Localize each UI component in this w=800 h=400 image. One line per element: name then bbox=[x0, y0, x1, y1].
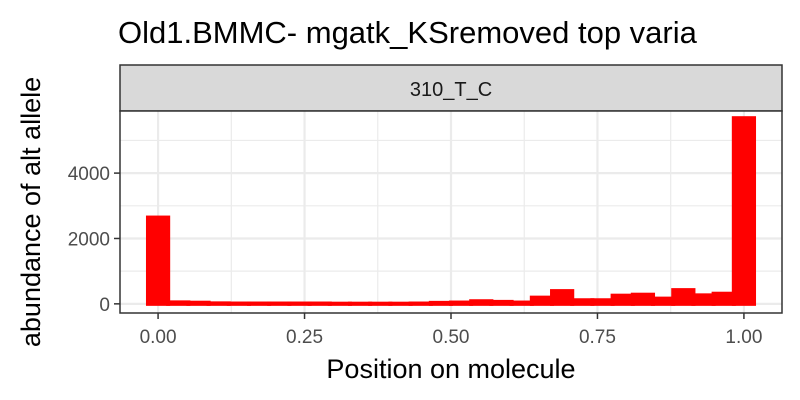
x-tick-label: 0.25 bbox=[286, 327, 323, 348]
histogram-bar bbox=[509, 300, 534, 306]
x-tick-label: 0.00 bbox=[140, 327, 177, 348]
histogram-bar bbox=[469, 299, 494, 306]
histogram-bar bbox=[691, 293, 716, 306]
x-tick-label: 0.75 bbox=[579, 327, 616, 348]
histogram-bar bbox=[166, 300, 191, 306]
y-tick-label: 0 bbox=[99, 295, 110, 316]
histogram-bar bbox=[570, 298, 595, 306]
histogram-bar bbox=[651, 296, 676, 306]
chart-title: Old1.BMMC- mgatk_KSremoved top varia bbox=[118, 15, 698, 50]
histogram-bars bbox=[145, 116, 757, 306]
y-axis: 0 2000 4000 bbox=[68, 164, 120, 316]
histogram-bar bbox=[550, 289, 575, 306]
histogram-bar bbox=[186, 300, 211, 306]
x-axis-label: Position on molecule bbox=[326, 354, 575, 384]
histogram-bar bbox=[711, 291, 736, 306]
x-axis: 0.00 0.25 0.50 0.75 1.00 bbox=[140, 313, 762, 348]
facet-label: 310_T_C bbox=[410, 79, 492, 101]
histogram-bar bbox=[489, 299, 514, 306]
histogram-bar bbox=[529, 295, 555, 306]
y-tick-label: 2000 bbox=[68, 229, 110, 250]
y-tick-label: 4000 bbox=[68, 164, 110, 185]
histogram-bar bbox=[671, 288, 696, 306]
histogram-bar bbox=[590, 298, 615, 306]
histogram-bar bbox=[448, 300, 474, 306]
x-tick-label: 0.50 bbox=[433, 327, 470, 348]
histogram-bar bbox=[630, 292, 656, 306]
histogram-bar bbox=[610, 293, 635, 306]
facet-strip bbox=[119, 64, 783, 112]
x-tick-label: 1.00 bbox=[725, 327, 762, 348]
histogram-bar bbox=[731, 116, 757, 306]
histogram-bar bbox=[145, 215, 171, 306]
y-axis-label: abundance of alt allele bbox=[16, 77, 46, 347]
histogram-bar bbox=[428, 300, 454, 306]
